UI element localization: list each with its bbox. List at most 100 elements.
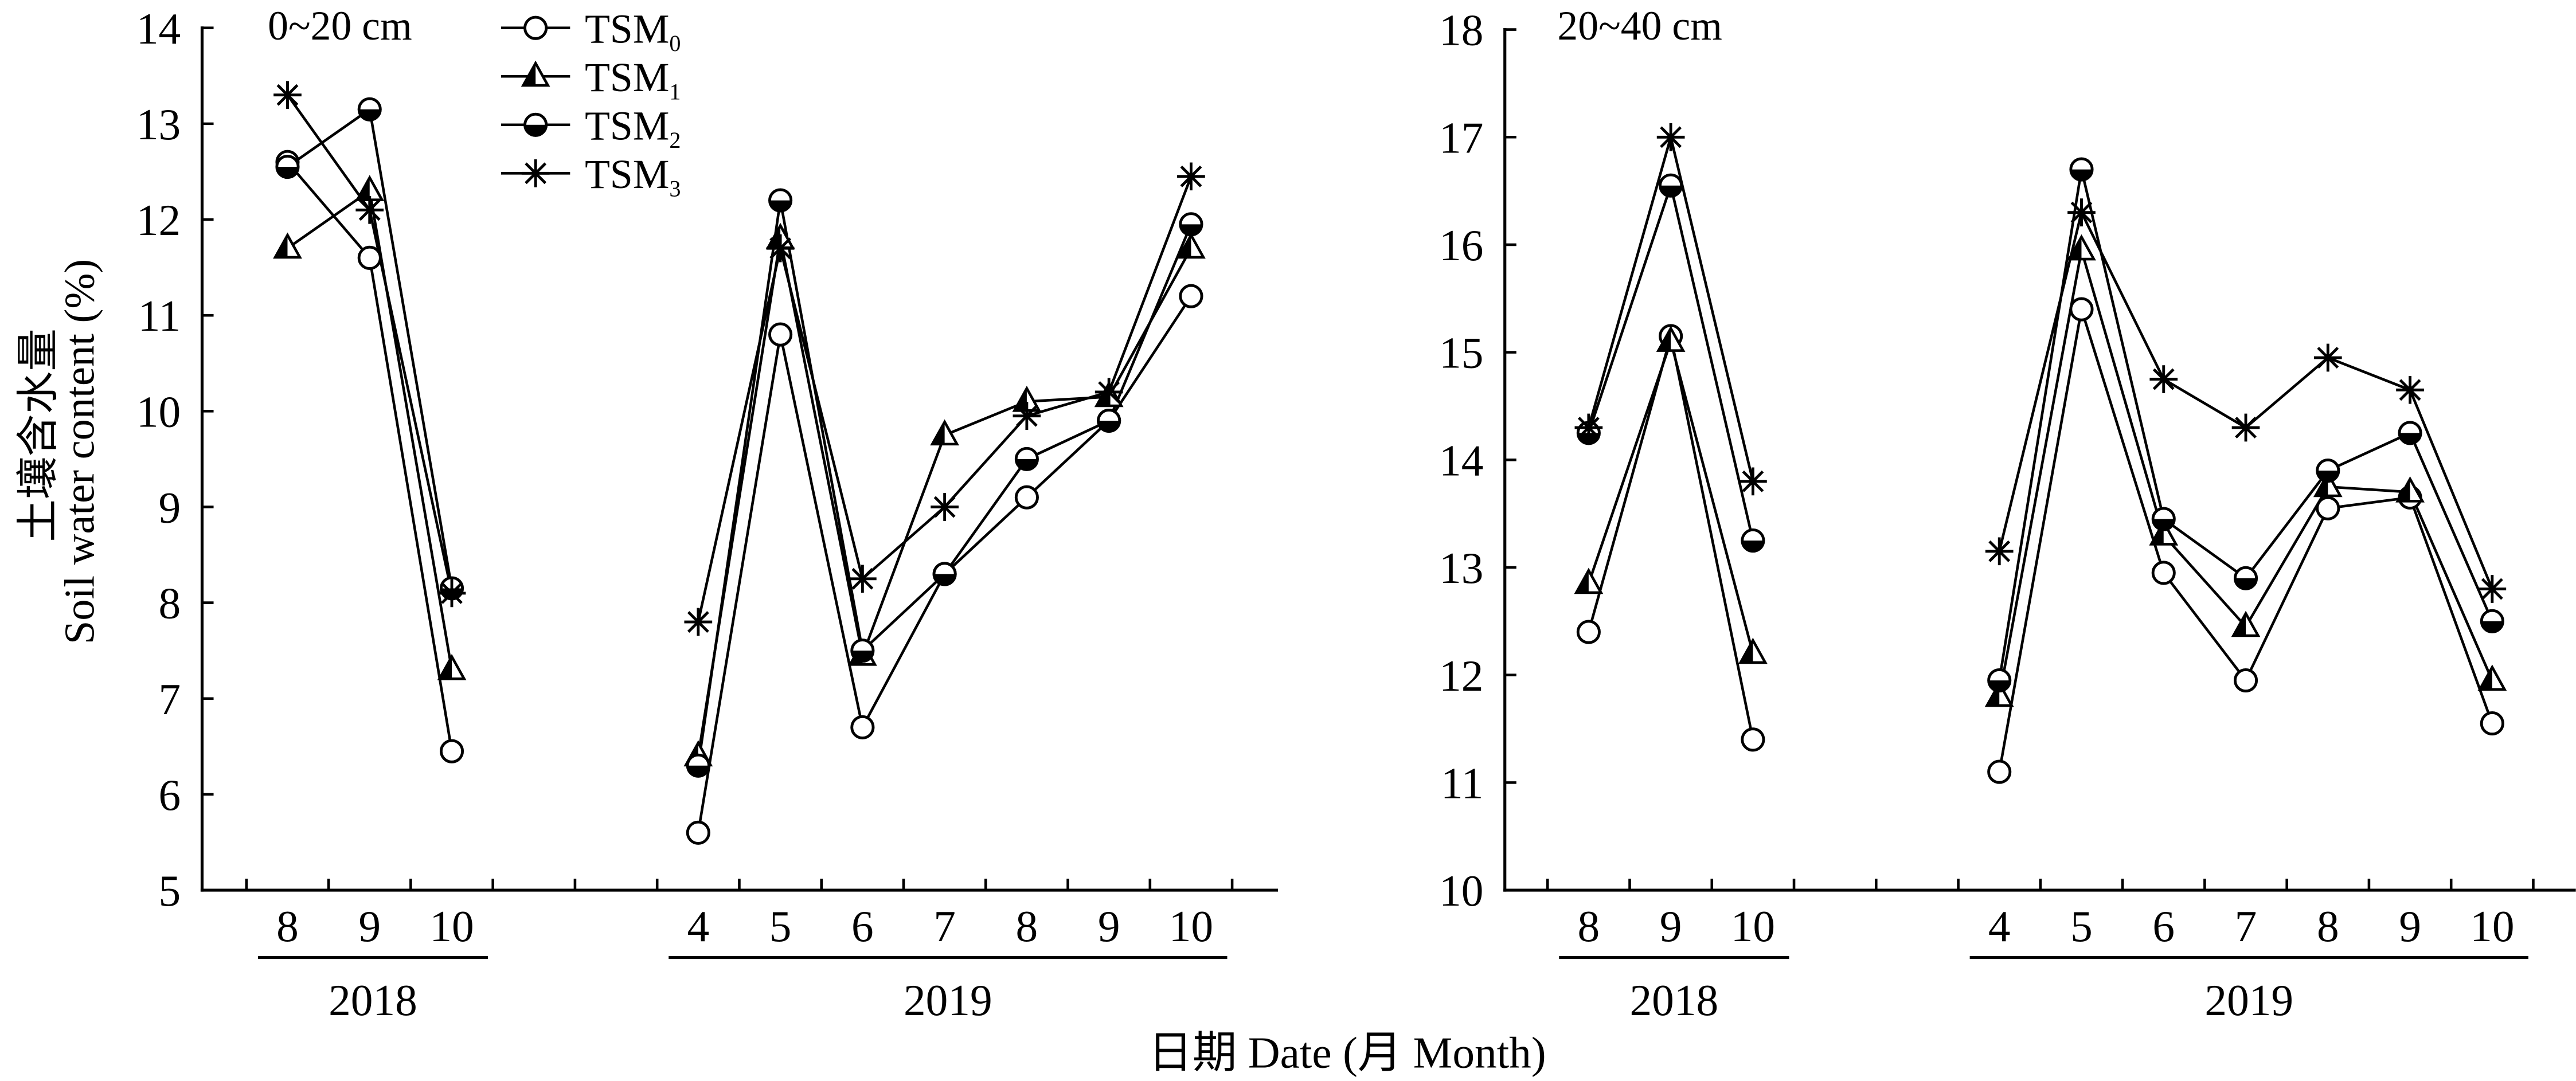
x-tick-label-month: 5	[769, 902, 792, 951]
legend-label-subscript: 0	[669, 30, 681, 56]
tsm0-point	[2480, 711, 2504, 736]
half-circle-icon	[523, 112, 548, 137]
tsm3-point	[1656, 123, 1685, 151]
legend-label-subscript: 2	[669, 127, 681, 153]
y-tick-label: 18	[1439, 6, 1483, 55]
tsm2-point	[2316, 459, 2340, 483]
tsm2-point	[850, 639, 875, 663]
tsm0-point	[850, 715, 875, 739]
x-tick-label-month: 9	[1098, 902, 1120, 951]
tsm0-point	[1576, 620, 1601, 644]
tsm1-point	[437, 653, 467, 680]
tsm3-point	[2231, 413, 2260, 442]
year-label: 2018	[329, 976, 417, 1025]
x-tick-label-month: 9	[358, 902, 381, 951]
x-tick-label-month: 4	[1988, 902, 2011, 951]
tsm1-point	[1574, 567, 1604, 594]
year-label: 2018	[1630, 976, 1719, 1025]
year-label: 2019	[2204, 976, 2293, 1025]
tsm3-point	[1094, 378, 1123, 406]
x-tick-label-month: 7	[933, 902, 956, 951]
tsm0-point	[439, 739, 464, 763]
tsm2-point	[686, 753, 710, 778]
open-circle-icon	[523, 15, 548, 40]
x-tick-label-month: 9	[2399, 902, 2421, 951]
legend-item-tsm3: TSM3	[501, 152, 681, 201]
tsm0-point	[2316, 496, 2340, 520]
tsm1-point	[2231, 610, 2261, 637]
tsm2-point	[932, 562, 957, 586]
tsm3-point	[273, 81, 302, 109]
half-triangle-icon	[521, 60, 550, 87]
tsm1-point	[930, 419, 960, 446]
x-tick-label-month: 8	[1578, 902, 1600, 951]
tsm0-point	[2233, 668, 2258, 693]
y-tick-label: 5	[159, 866, 181, 915]
legend-label: TSM2	[585, 104, 681, 153]
y-tick-label: 10	[1439, 866, 1483, 915]
legend-label-name: TSM	[585, 152, 669, 197]
legend-label: TSM0	[585, 7, 681, 56]
tsm3-point	[2067, 198, 2096, 226]
legend-label-subscript: 3	[669, 175, 681, 201]
y-tick-label: 13	[136, 100, 181, 149]
y-axis-title-en: Soil water content (%)	[56, 259, 103, 644]
tsm3-point	[1739, 467, 1767, 496]
tsm0-point	[2069, 297, 2094, 322]
tsm1-point	[273, 232, 302, 259]
tsm1-point	[2477, 664, 2507, 691]
tsm2-point	[1014, 446, 1039, 471]
y-tick-label: 12	[1439, 651, 1483, 700]
tsm3-point	[1985, 537, 2014, 566]
tsm2-point	[357, 97, 382, 122]
panel-depth-label: 0~20 cm	[268, 3, 412, 49]
tsm0-point	[357, 245, 382, 270]
x-tick-label-month: 4	[687, 902, 709, 951]
tsm3-point	[2396, 375, 2424, 404]
y-tick-label: 15	[1439, 328, 1483, 378]
tsm1-point	[2395, 476, 2425, 503]
tsm0-point	[768, 322, 793, 347]
x-tick-label-month: 10	[429, 902, 474, 951]
y-tick-label: 14	[1439, 436, 1483, 485]
x-tick-label-month: 10	[1731, 902, 1775, 951]
tsm1-point	[1738, 637, 1768, 664]
y-tick-label: 7	[159, 675, 181, 724]
x-tick-label-month: 5	[2070, 902, 2093, 951]
x-tick-label-month: 6	[2152, 902, 2175, 951]
tsm3-point	[766, 234, 795, 263]
legend-label: TSM3	[585, 152, 681, 201]
x-tick-label-month: 6	[851, 902, 874, 951]
tsm2-point	[275, 155, 300, 179]
tsm0-point	[2151, 561, 2176, 585]
y-tick-label: 11	[1441, 758, 1484, 808]
tsm3-point	[2478, 575, 2507, 603]
x-tick-label-month: 8	[1016, 902, 1038, 951]
tsm2-point	[2398, 421, 2422, 445]
year-label: 2019	[904, 976, 992, 1025]
tsm0-point	[1741, 727, 1765, 752]
tsm3-point	[931, 493, 959, 521]
panel-depth-label: 20~40 cm	[1557, 3, 1722, 49]
y-tick-label: 16	[1439, 221, 1483, 270]
y-tick-label: 17	[1439, 113, 1483, 162]
tsm2-point	[2480, 609, 2504, 633]
tsm3-point	[849, 565, 877, 593]
tsm2-point	[1987, 668, 2012, 693]
x-tick-label-month: 8	[276, 902, 299, 951]
legend-item-tsm2: TSM2	[501, 104, 681, 153]
tsm2-point	[768, 188, 793, 213]
y-tick-label: 13	[1439, 543, 1483, 593]
tsm3-point	[1574, 413, 1603, 442]
tsm3-point	[1177, 162, 1205, 191]
tsm3-point	[2149, 365, 2178, 393]
tsm3-point	[684, 608, 713, 636]
x-tick-label-month: 8	[2317, 902, 2339, 951]
tsm2-point	[1659, 173, 1683, 198]
tsm0-point	[1014, 485, 1039, 510]
